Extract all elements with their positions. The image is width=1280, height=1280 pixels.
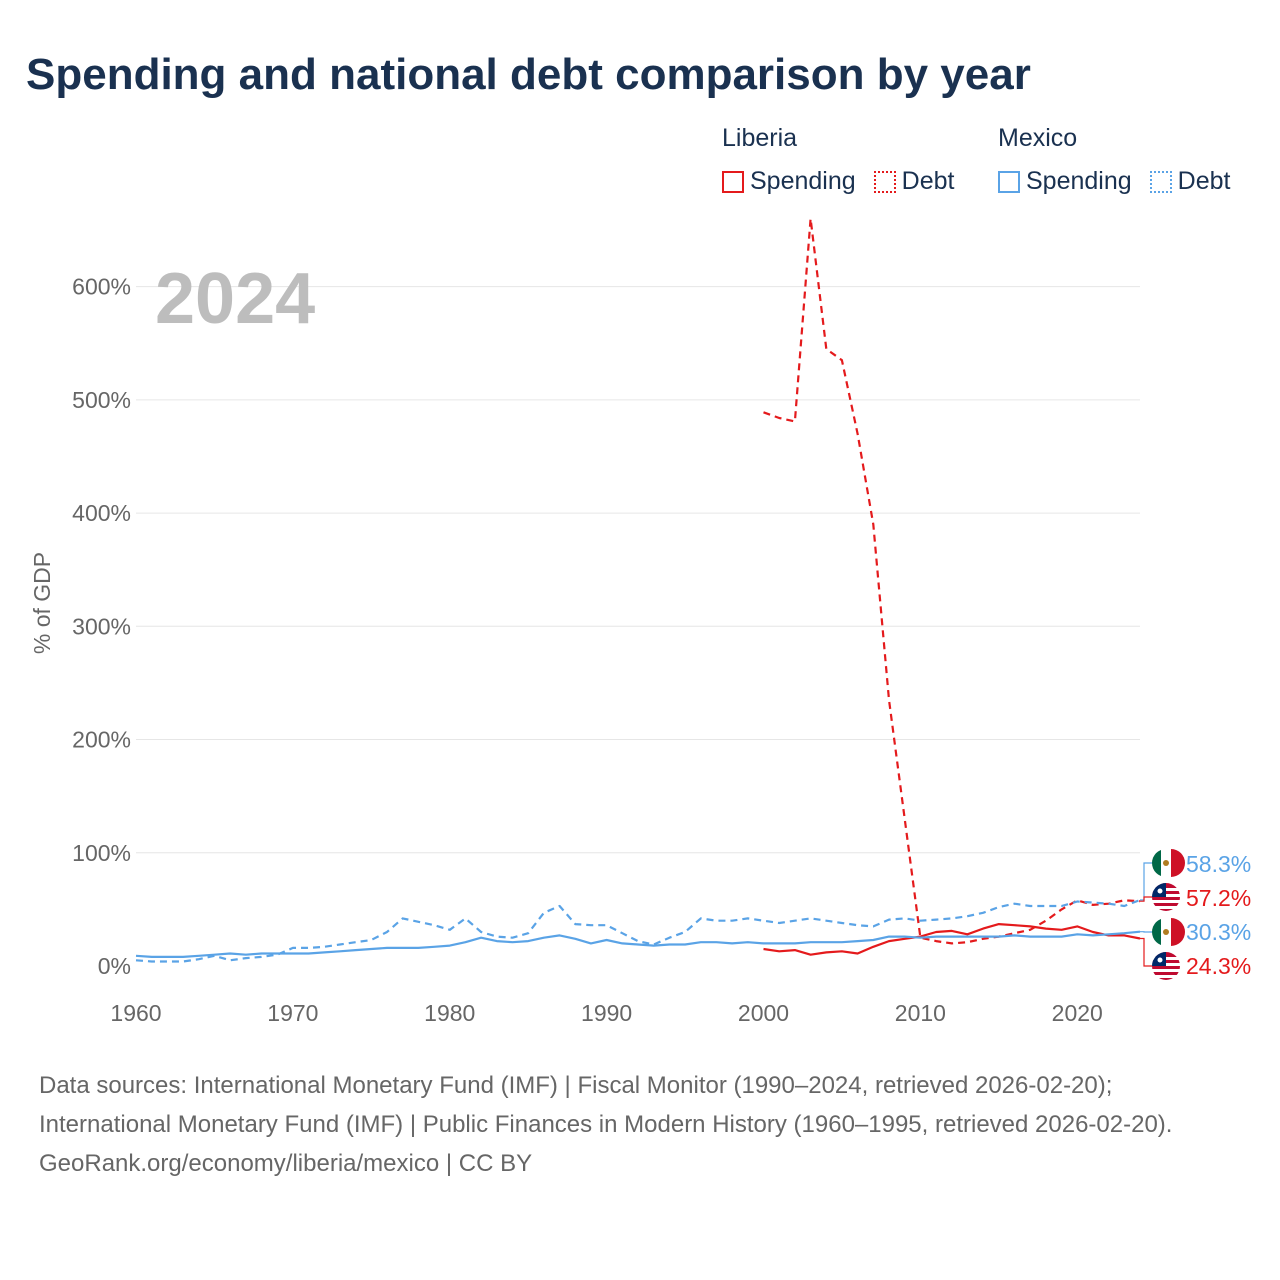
legend-item-mexico-spending[interactable]: Spending bbox=[998, 167, 1132, 196]
connector-mexico-debt bbox=[1140, 862, 1152, 901]
end-label-connectors bbox=[1140, 862, 1152, 967]
flag-liberia-debt bbox=[1152, 883, 1180, 911]
legend-label: Debt bbox=[1177, 167, 1231, 195]
series-line-mexico-debt[interactable] bbox=[135, 898, 1141, 963]
series-lines bbox=[135, 217, 1141, 963]
series-line-mexico-spending[interactable] bbox=[135, 930, 1141, 958]
legend-swatch-dotted bbox=[873, 170, 896, 193]
legend-item-mexico-debt[interactable]: Debt bbox=[1149, 167, 1231, 196]
chart-title: Spending and national debt comparison by… bbox=[26, 50, 1031, 99]
flag-mexico-spending bbox=[1152, 918, 1185, 946]
y-tick-label: 0% bbox=[98, 953, 131, 979]
y-tick-label: 200% bbox=[72, 727, 131, 753]
y-axis-label: % of GDP bbox=[29, 552, 55, 654]
end-label-mexico-debt: 58.3% bbox=[1186, 851, 1251, 877]
x-tick-label: 1990 bbox=[581, 1000, 632, 1026]
flag-mexico-debt bbox=[1152, 849, 1185, 877]
legend-group-liberia: Liberia Spending Debt bbox=[722, 124, 954, 196]
data-sources: Data sources: International Monetary Fun… bbox=[39, 1072, 1173, 1138]
legend-swatch-dotted bbox=[1149, 170, 1172, 193]
end-label-mexico-spending: 30.3% bbox=[1186, 919, 1251, 945]
y-tick-label: 100% bbox=[72, 840, 131, 866]
series-line-liberia-debt[interactable] bbox=[763, 217, 1141, 945]
legend-group-mexico: Mexico Spending Debt bbox=[998, 124, 1230, 196]
legend-country-liberia: Liberia bbox=[722, 124, 798, 152]
legend-swatch-solid bbox=[998, 170, 1020, 193]
y-tick-label: 300% bbox=[72, 613, 131, 639]
y-axis-ticks: 0% 100% 200% 300% 400% 500% 600% bbox=[72, 274, 131, 979]
y-tick-label: 500% bbox=[72, 387, 131, 413]
end-label-liberia-spending: 24.3% bbox=[1186, 953, 1251, 979]
connector-liberia-spending bbox=[1140, 937, 1152, 967]
x-tick-label: 1960 bbox=[110, 1000, 161, 1026]
x-tick-label: 2020 bbox=[1052, 1000, 1103, 1026]
line-chart: 0%100%200%300%400%500%600% 1960 1970 1980 1… bbox=[29, 217, 1251, 1026]
x-tick-label: 1980 bbox=[424, 1000, 475, 1026]
end-label-liberia-debt: 57.2% bbox=[1186, 885, 1251, 911]
series-line-liberia-spending[interactable] bbox=[763, 923, 1141, 956]
connector-liberia-debt bbox=[1140, 896, 1152, 902]
x-tick-label: 2010 bbox=[895, 1000, 946, 1026]
legend-swatch-solid bbox=[722, 170, 744, 193]
gridlines bbox=[136, 286, 1140, 854]
credit-link[interactable]: GeoRank.org/economy/liberia/mexico | CC … bbox=[39, 1150, 533, 1177]
legend-country-mexico: Mexico bbox=[998, 124, 1078, 152]
x-axis-ticks: 1960 1970 1980 1990 2000 2010 2020 bbox=[110, 1000, 1102, 1026]
legend-item-liberia-spending[interactable]: Spending bbox=[722, 167, 856, 196]
flag-liberia-spending bbox=[1152, 952, 1180, 980]
legend-label: Spending bbox=[750, 167, 856, 195]
y-tick-label: 400% bbox=[72, 500, 131, 526]
footer: Data sources: International Monetary Fun… bbox=[39, 1066, 1239, 1183]
x-tick-label: 1970 bbox=[267, 1000, 318, 1026]
year-overlay: 2024 bbox=[155, 259, 315, 339]
x-tick-label: 2000 bbox=[738, 1000, 789, 1026]
legend-item-liberia-debt[interactable]: Debt bbox=[873, 167, 955, 196]
legend-label: Spending bbox=[1026, 167, 1132, 195]
legend-label: Debt bbox=[901, 167, 955, 195]
y-tick-label: 600% bbox=[72, 274, 131, 300]
